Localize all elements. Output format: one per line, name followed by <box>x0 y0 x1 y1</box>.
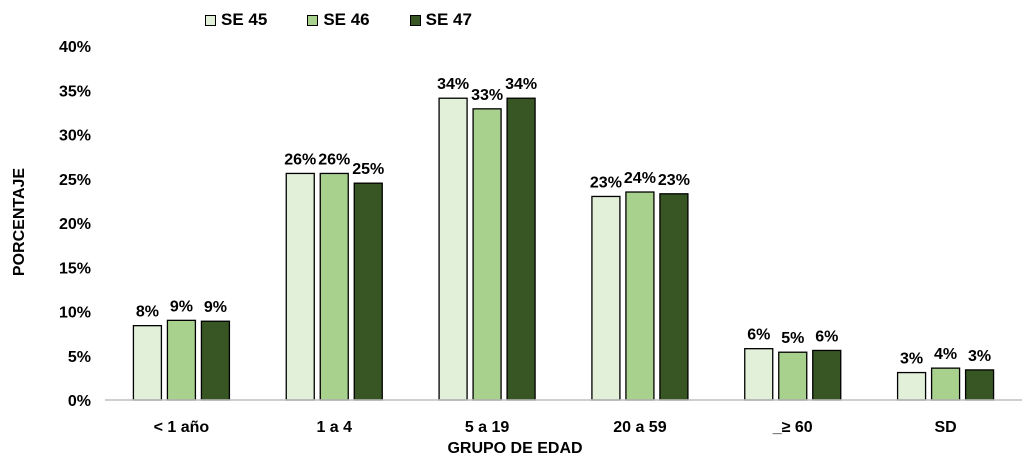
data-label: 3% <box>968 348 991 365</box>
bar <box>132 325 163 401</box>
legend-swatch-se47 <box>409 14 421 26</box>
y-tick-label: 15% <box>59 260 91 277</box>
y-axis-title: PORCENTAJE <box>11 168 28 276</box>
y-tick-label: 30% <box>59 128 91 145</box>
data-label: 33% <box>471 87 503 104</box>
bar <box>964 369 995 401</box>
bar <box>285 172 315 401</box>
data-label: 34% <box>437 76 469 93</box>
y-tick-label: 40% <box>59 39 91 56</box>
legend-label-se47: SE 47 <box>425 10 472 29</box>
data-label: 9% <box>204 299 227 316</box>
y-tick-label: 20% <box>59 216 91 233</box>
bar <box>930 367 961 401</box>
bar <box>200 320 231 401</box>
data-label: 25% <box>352 161 384 178</box>
bar <box>896 371 927 401</box>
x-tick-label: < 1 año <box>154 419 210 436</box>
y-tick-label: 35% <box>59 83 91 100</box>
x-tick-label: 5 a 19 <box>465 419 510 436</box>
data-label: 24% <box>624 170 656 187</box>
bar <box>472 108 502 401</box>
bar <box>319 172 349 401</box>
y-tick-label: 10% <box>59 305 91 322</box>
data-label: 9% <box>170 298 193 315</box>
legend-item-se47: SE 47 <box>409 10 472 30</box>
bar <box>625 191 655 401</box>
data-label: 6% <box>815 328 838 345</box>
bar <box>744 348 774 401</box>
data-label: 8% <box>136 304 159 321</box>
bar <box>166 319 197 401</box>
data-label: 23% <box>590 174 622 191</box>
x-axis-title-wrap: GRUPO DE EDAD <box>0 440 1030 458</box>
data-label: 6% <box>747 327 770 344</box>
y-axis-title-wrap: PORCENTAJE <box>11 168 28 276</box>
legend: SE 45 SE 46 SE 47 <box>205 10 472 30</box>
data-label: 23% <box>658 172 690 189</box>
bar <box>438 97 468 401</box>
bar <box>353 182 383 401</box>
legend-label-se46: SE 46 <box>323 10 370 29</box>
legend-item-se45: SE 45 <box>205 10 267 30</box>
x-tick-label: _≥ 60 <box>772 419 813 436</box>
bar <box>778 351 808 401</box>
x-tick-label: SD <box>934 419 956 436</box>
legend-label-se45: SE 45 <box>221 10 268 29</box>
y-tick-label: 25% <box>59 172 91 189</box>
y-tick-label: 5% <box>68 349 91 366</box>
legend-item-se46: SE 46 <box>307 10 370 30</box>
data-label: 4% <box>934 346 957 363</box>
legend-swatch-se46 <box>307 14 319 26</box>
x-axis-title: GRUPO DE EDAD <box>447 440 583 457</box>
legend-swatch-se45 <box>205 14 216 26</box>
bar <box>812 349 842 401</box>
x-tick-label: 1 a 4 <box>316 419 352 436</box>
data-label: 3% <box>900 351 923 368</box>
data-label: 26% <box>318 151 350 168</box>
data-label: 5% <box>781 330 804 347</box>
bar <box>659 193 689 401</box>
y-tick-label: 0% <box>68 393 91 410</box>
bar <box>506 97 536 401</box>
bar <box>591 195 621 401</box>
x-tick-label: 20 a 59 <box>613 419 666 436</box>
data-label: 26% <box>284 151 316 168</box>
data-label: 34% <box>505 76 537 93</box>
